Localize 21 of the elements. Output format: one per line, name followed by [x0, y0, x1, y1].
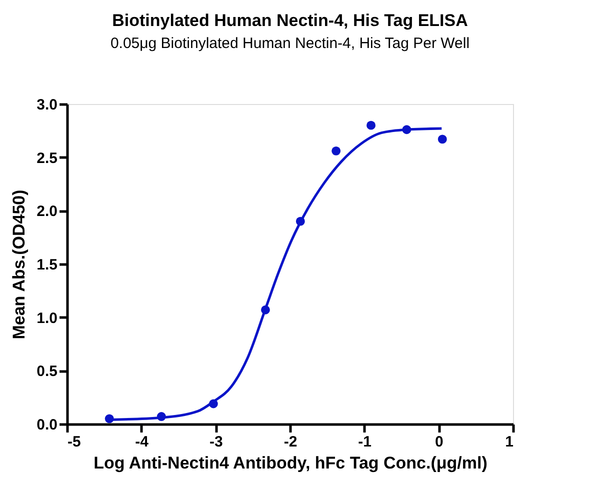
x-tick-label: 1 [505, 434, 514, 450]
chart-title: Biotinylated Human Nectin-4, His Tag ELISA [112, 11, 468, 30]
x-tick-label: -1 [358, 434, 372, 450]
x-tick-label: 0 [434, 434, 444, 450]
y-axis-title: Mean Abs.(OD450) [10, 190, 29, 340]
x-tick-label: -4 [135, 434, 150, 450]
x-tick-label: -2 [284, 434, 298, 450]
point [366, 120, 376, 130]
y-tick-label: 1.0 [36, 310, 58, 327]
y-tick-label: 3.0 [36, 96, 58, 114]
x-tick-label: -5 [68, 434, 81, 450]
y-tick-label: 0.5 [36, 363, 58, 380]
chart-subtitle: 0.05μg Biotinylated Human Nectin-4, His Tag Per Well [110, 35, 470, 52]
x-tick-label: -3 [209, 434, 223, 450]
point [438, 134, 447, 144]
y-tick-label: 1.5 [36, 256, 58, 274]
y-tick-label: 2.0 [36, 203, 58, 220]
point [332, 146, 341, 156]
y-tick-label: 2.5 [36, 150, 58, 167]
x-axis-title: Log Anti-Nectin4 Antibody, hFc Tag Conc.(μg/ml) [94, 454, 488, 472]
y-tick-label: 0.0 [36, 416, 58, 434]
